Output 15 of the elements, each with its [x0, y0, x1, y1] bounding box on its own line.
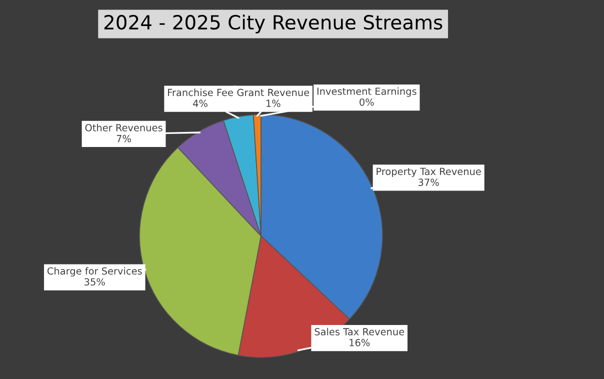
slice-label: Charge for Services — [47, 267, 142, 277]
slice-label: Other Revenues — [85, 124, 162, 132]
slice-label: Grant Revenue — [237, 88, 310, 96]
slice-label: Franchise Fee — [168, 88, 233, 96]
data-label: 4% — [193, 100, 208, 108]
text: 0% — [360, 98, 374, 106]
data-label: 16% — [350, 338, 370, 346]
slice-label: Sales Tax Revenue — [314, 328, 404, 336]
chart-title: 2024 - 2025 City Revenue Streams — [104, 14, 442, 34]
data-label: 35% — [84, 278, 105, 286]
data-label: 37% — [418, 178, 439, 186]
data-label: 7% — [116, 134, 131, 142]
data-label: 1% — [266, 100, 280, 108]
category-label: Investment Earnings — [317, 87, 416, 97]
slice-label: Property Tax Revenue — [376, 168, 481, 177]
